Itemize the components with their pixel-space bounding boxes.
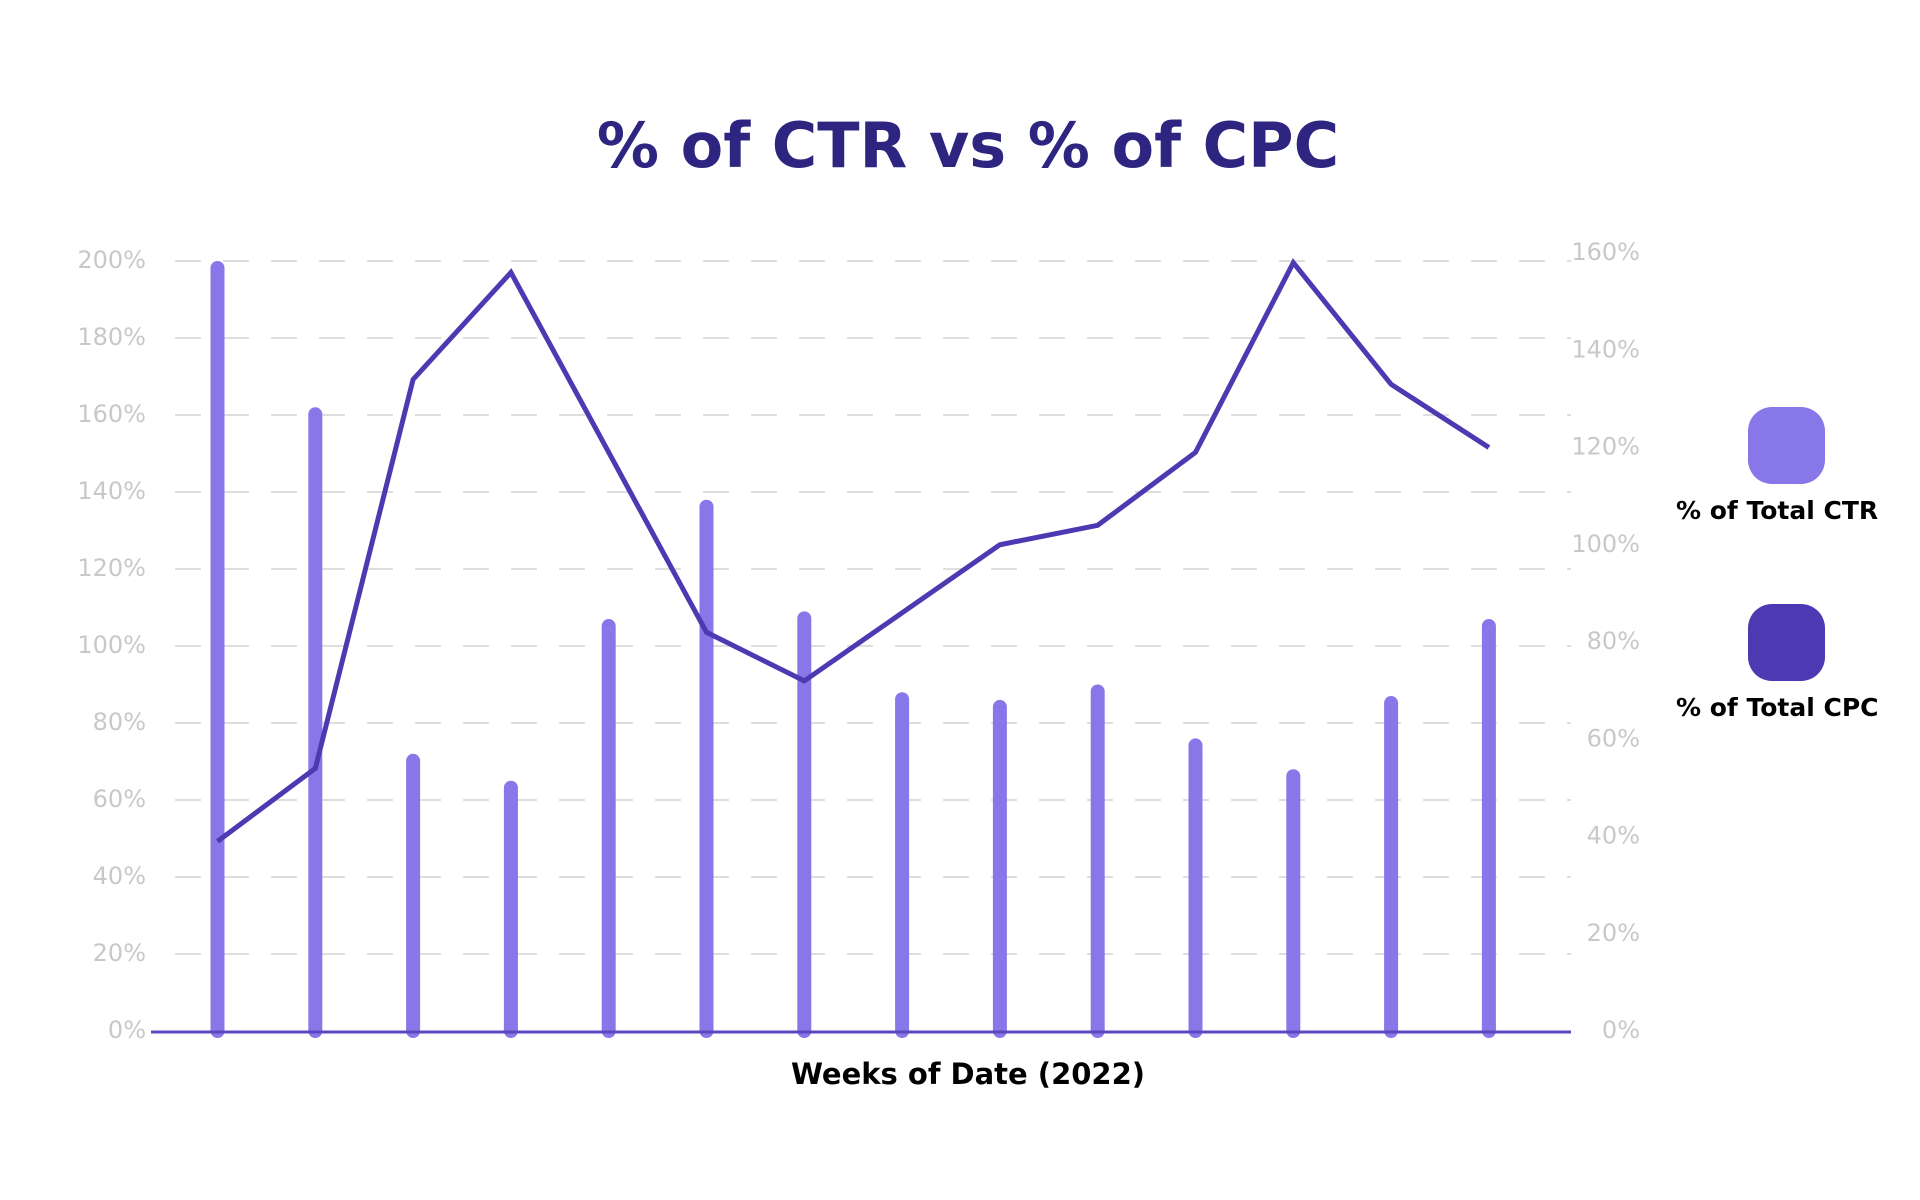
- bar: [1286, 769, 1301, 1038]
- bar: [1384, 696, 1399, 1038]
- y2-tick-label: 80%: [1587, 627, 1640, 655]
- bar: [503, 780, 518, 1038]
- y2-tick-label: 20%: [1587, 919, 1640, 947]
- y2-tick-label: 160%: [1571, 238, 1640, 266]
- y-tick-label: 0%: [108, 1016, 146, 1044]
- legend-swatch: [1748, 407, 1825, 484]
- bar: [406, 753, 421, 1038]
- legend-swatch: [1748, 604, 1825, 681]
- bar: [1188, 738, 1203, 1038]
- line: [216, 258, 1491, 844]
- bar: [895, 692, 910, 1038]
- y-tick-label: 140%: [77, 477, 146, 505]
- bar: [797, 611, 812, 1038]
- y2-tick-label: 40%: [1587, 822, 1640, 850]
- legend-label: % of Total CTR: [1676, 496, 1878, 525]
- y-tick-label: 60%: [93, 785, 146, 813]
- y2-tick-label: 60%: [1587, 724, 1640, 752]
- bar: [210, 261, 225, 1038]
- y2-tick-label: 120%: [1571, 433, 1640, 461]
- y2-tick-label: 100%: [1571, 530, 1640, 558]
- legend-label: % of Total CPC: [1676, 693, 1879, 722]
- x-axis-label: Weeks of Date (2022): [791, 1057, 1145, 1091]
- y-tick-label: 20%: [93, 939, 146, 967]
- y-tick-label: 80%: [93, 708, 146, 736]
- y-tick-label: 40%: [93, 862, 146, 890]
- bar: [1481, 619, 1496, 1038]
- y-tick-label: 100%: [77, 631, 146, 659]
- y2-tick-label: 140%: [1571, 335, 1640, 363]
- bar: [1090, 684, 1105, 1038]
- bar: [601, 619, 616, 1038]
- bar: [992, 699, 1007, 1038]
- y-tick-label: 120%: [77, 554, 146, 582]
- y-tick-label: 200%: [77, 246, 146, 274]
- bar: [699, 499, 714, 1038]
- bar: [308, 407, 323, 1038]
- chart-title: % of CTR vs % of CPC: [597, 109, 1339, 182]
- y2-tick-label: 0%: [1602, 1016, 1640, 1044]
- y-tick-label: 160%: [77, 400, 146, 428]
- y-tick-label: 180%: [77, 323, 146, 351]
